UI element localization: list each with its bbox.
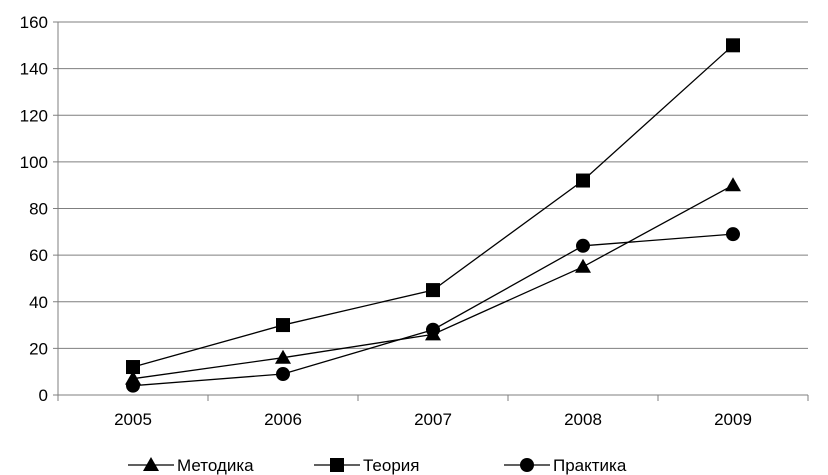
data-point-circle	[426, 322, 440, 337]
data-point-circle	[126, 378, 140, 393]
y-tick-label: 160	[20, 13, 48, 32]
x-tick-label: 2005	[114, 410, 152, 429]
x-tick-labels: 2005 2006 2007 2008 2009	[114, 410, 752, 429]
y-tick-label: 0	[39, 386, 48, 405]
series-line-circle	[132, 233, 734, 387]
x-tick-label: 2008	[564, 410, 602, 429]
legend-label: Методика	[177, 456, 254, 475]
data-point-square	[426, 283, 440, 298]
data-point-circle	[726, 227, 740, 242]
data-point-circle	[576, 238, 590, 253]
series-square	[126, 38, 740, 375]
y-tick-label: 140	[20, 60, 48, 79]
gridlines	[58, 21, 808, 349]
legend-marker-triangle	[143, 457, 159, 471]
y-tick-label: 60	[29, 246, 48, 265]
legend-label: Практика	[553, 456, 627, 475]
data-point-square	[276, 318, 290, 333]
legend-item-square: Теория	[314, 456, 420, 475]
series-line-triangle	[132, 184, 734, 380]
data-point-triangle	[725, 177, 741, 192]
legend: Методика Теория Практика	[128, 456, 627, 475]
y-tick-label: 80	[29, 200, 48, 219]
data-point-circle	[276, 367, 290, 382]
y-tick-labels: 0 20 40 60 80 100 120 140 160	[20, 13, 48, 405]
x-tick-label: 2007	[414, 410, 452, 429]
series-circle	[126, 227, 740, 393]
legend-marker-circle	[520, 458, 534, 472]
data-point-triangle	[575, 258, 591, 273]
x-tick-label: 2006	[264, 410, 302, 429]
y-tick-label: 100	[20, 153, 48, 172]
axes	[53, 21, 809, 401]
legend-item-circle: Практика	[504, 456, 627, 475]
series-line-square	[132, 44, 734, 368]
data-point-square	[576, 173, 590, 188]
legend-marker-square	[330, 458, 344, 472]
data-point-triangle	[275, 349, 291, 364]
legend-item-triangle: Методика	[128, 456, 254, 475]
y-tick-label: 120	[20, 106, 48, 125]
data-point-square	[126, 360, 140, 375]
legend-label: Теория	[363, 456, 420, 475]
x-tick-label: 2009	[714, 410, 752, 429]
data-point-square	[726, 38, 740, 53]
y-tick-label: 20	[29, 339, 48, 358]
y-tick-label: 40	[29, 293, 48, 312]
series-group	[125, 38, 741, 393]
